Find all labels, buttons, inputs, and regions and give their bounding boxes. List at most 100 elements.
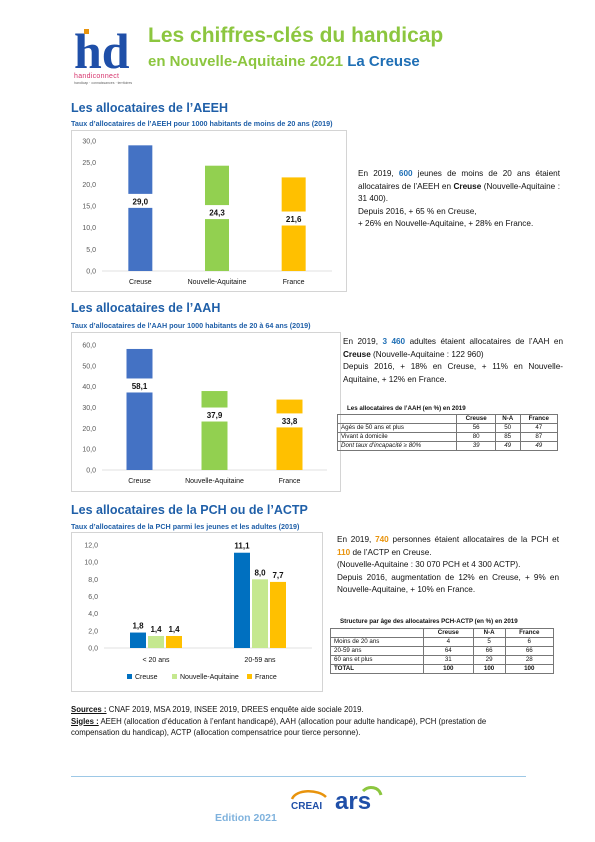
table-cell: 31: [422, 655, 474, 665]
legend-swatch: [172, 674, 177, 679]
data-label: 33,8: [282, 417, 298, 426]
pch-table: Creuse N-A France Moins de 20 ans 4 5 6 20-59 a…: [330, 628, 555, 674]
text-segment: En 2019,: [337, 535, 376, 544]
table-row: Dont taux d’incapacité ≥ 80% 39 49 49: [336, 441, 559, 451]
table-header: France: [504, 628, 555, 638]
pch-section-subtitle: Taux d’allocataires de la PCH parmi les …: [71, 522, 300, 531]
pch-section-title: Les allocataires de la PCH ou de l’ACTP: [71, 503, 308, 517]
aah-text: En 2019, 3 460 adultes étaient allocatai…: [343, 336, 563, 386]
pch-text-para: Depuis 2016, augmentation de 12% en Creu…: [337, 572, 559, 597]
table-cell: 60 ans et plus: [330, 655, 424, 665]
sources-line: Sources : CNAF 2019, MSA 2019, INSEE 201…: [71, 704, 526, 716]
table-row: Vivant à domicile 80 85 87: [336, 432, 559, 442]
department-name: La Creuse: [347, 53, 420, 70]
table-header: N-A: [472, 628, 506, 638]
table-cell: 50: [494, 423, 521, 433]
y-tick-label: 20,0: [82, 182, 96, 189]
text-segment: personnes étaient allocataires de la PCH…: [388, 535, 560, 544]
y-tick-label: 30,0: [82, 405, 96, 412]
x-category-label: 20-59 ans: [244, 657, 276, 664]
data-label: 29,0: [133, 197, 149, 206]
data-label: 1,4: [150, 625, 162, 634]
y-tick-label: 40,0: [82, 384, 96, 391]
page-subtitle: en Nouvelle-Aquitaine 2021 La Creuse: [148, 53, 420, 70]
text-segment: Depuis 2016, + 18% en Creuse, + 11% en N…: [343, 362, 563, 384]
table-cell: 49: [494, 441, 521, 451]
table-cell: 66: [504, 646, 555, 656]
data-label-box: [198, 407, 231, 422]
bar-series-1: [252, 579, 268, 648]
text-segment: adultes étaient allocataires de l’AAH en: [405, 337, 563, 346]
bar-series-2: [166, 635, 182, 648]
highlight-value: Creuse: [453, 181, 482, 191]
sources-block: Sources : CNAF 2019, MSA 2019, INSEE 201…: [71, 704, 526, 739]
x-category-label: Creuse: [128, 478, 151, 485]
text-segment: Depuis 2016, augmentation de 12% en Creu…: [337, 572, 559, 595]
text-segment: (Nouvelle-Aquitaine : 31 400).: [358, 181, 560, 204]
table-header: [336, 414, 458, 424]
table-cell: 85: [494, 432, 521, 442]
y-tick-label: 5,0: [86, 247, 96, 254]
data-label: 21,6: [286, 215, 302, 224]
table-cell: 20-59 ans: [330, 646, 424, 656]
aeeh-text: En 2019, 600 jeunes de moins de 20 ans é…: [358, 168, 560, 231]
footer-divider: [71, 776, 526, 777]
sources-label: Sources :: [71, 705, 107, 714]
table-cell: Vivant à domicile: [336, 432, 458, 442]
legend-label: Creuse: [135, 674, 158, 681]
y-tick-label: 30,0: [82, 139, 96, 146]
aah-section-title: Les allocataires de l’AAH: [71, 301, 221, 315]
table-cell: Agés de 50 ans et plus: [336, 423, 458, 433]
data-label: 58,1: [132, 382, 148, 391]
x-category-label: France: [283, 279, 305, 286]
aeeh-section-subtitle: Taux d’allocataires de l’AEEH pour 1000 …: [71, 119, 333, 128]
y-tick-label: 20,0: [82, 426, 96, 433]
pch-table-title: Structure par âge des allocataires PCH-A…: [340, 618, 518, 625]
text-segment: de l’ACTP en Creuse.: [350, 547, 432, 557]
y-tick-label: 12,0: [84, 543, 98, 550]
x-category-label: Nouvelle-Aquitaine: [185, 478, 244, 485]
y-tick-label: 15,0: [82, 204, 96, 211]
table-header: Creuse: [456, 414, 496, 424]
text-segment: (Nouvelle-Aquitaine : 122 960): [370, 349, 484, 359]
table-header: France: [519, 414, 559, 424]
table-cell: 56: [456, 423, 496, 433]
y-tick-label: 8,0: [88, 577, 98, 584]
y-tick-label: 2,0: [88, 628, 98, 635]
table-row: 60 ans et plus 31 29 28: [330, 655, 555, 665]
y-tick-label: 4,0: [88, 611, 98, 618]
table-cell: 29: [472, 655, 506, 665]
table-header: N-A: [494, 414, 521, 424]
aah-text-para: En 2019, 3 460 adultes étaient allocatai…: [343, 336, 563, 361]
table-cell: Dont taux d’incapacité ≥ 80%: [336, 441, 458, 451]
data-label: 1,4: [168, 625, 180, 634]
legend-swatch: [127, 674, 132, 679]
pch-text: En 2019, 740 personnes étaient allocatai…: [337, 534, 559, 597]
data-label: 7,7: [272, 571, 284, 580]
aeeh-text-para: + 26% en Nouvelle-Aquitaine, + 28% en Fr…: [358, 218, 560, 231]
data-label-box: [277, 211, 310, 226]
page-subtitle-region: en Nouvelle-Aquitaine 2021: [148, 53, 344, 70]
data-label: 24,3: [209, 209, 225, 218]
aah-section-subtitle: Taux d’allocataires de l’AAH pour 1000 h…: [71, 321, 311, 330]
text-segment: + 26% en Nouvelle-Aquitaine, + 28% en Fr…: [358, 219, 534, 229]
data-label-box: [123, 378, 156, 393]
y-tick-label: 10,0: [82, 225, 96, 232]
data-label-box: [273, 413, 306, 428]
sigles-line: Sigles : AEEH (allocation d’éducation à …: [71, 716, 526, 739]
aah-table: Creuse N-A France Agés de 50 ans et plus 56 5…: [336, 414, 559, 451]
handiconnect-logo: hd: [74, 24, 130, 79]
bar-creuse: [128, 145, 153, 271]
table-cell: Moins de 20 ans: [330, 637, 424, 647]
text-segment: En 2019,: [358, 169, 399, 178]
ars-text: ars: [335, 788, 371, 815]
highlight-value: 740: [375, 535, 389, 544]
text-segment: En 2019,: [343, 337, 383, 346]
table-header: [330, 628, 424, 638]
x-category-label: < 20 ans: [142, 657, 170, 664]
data-label: 8,0: [254, 568, 266, 577]
y-tick-label: 0,0: [88, 646, 98, 653]
table-cell: 39: [456, 441, 496, 451]
table-cell: 49: [519, 441, 559, 451]
bar-nouvelle-aquitaine: [201, 391, 228, 470]
